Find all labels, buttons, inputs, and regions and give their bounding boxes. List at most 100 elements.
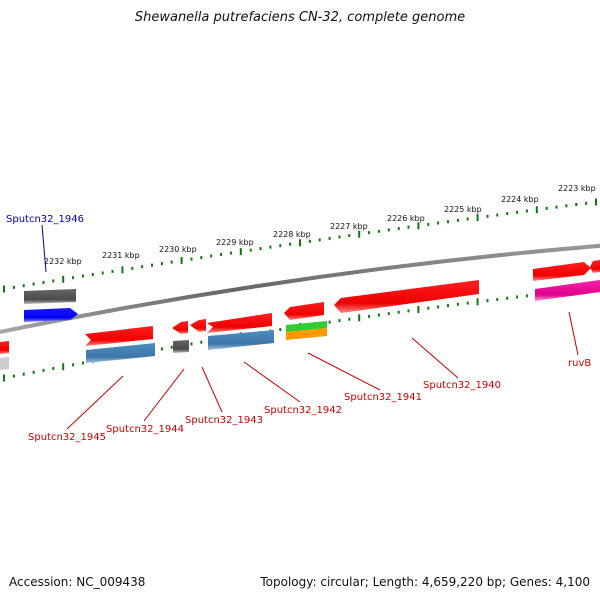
inner-tick: [397, 310, 400, 314]
outer-tick: [91, 273, 94, 276]
inner-tick: [42, 368, 45, 372]
inner-tick: [160, 347, 163, 351]
kbp-label: 2228 kbp: [273, 230, 311, 239]
gene-label-sputcn32-1946[interactable]: Sputcn32_1946: [6, 214, 84, 225]
gene-label-sputcn32-1943[interactable]: Sputcn32_1943: [185, 415, 263, 426]
inner-tick: [358, 314, 361, 322]
gene-sputcn32-1945-red[interactable]: [85, 326, 153, 346]
outer-tick: [407, 225, 410, 229]
outer-tick: [456, 218, 459, 222]
outer-tick: [308, 239, 311, 243]
outer-tick: [555, 205, 558, 209]
gene-sputcn32-1941[interactable]: [286, 328, 327, 340]
gene-forward-gray[interactable]: [24, 289, 76, 304]
inner-tick: [72, 363, 75, 367]
outer-tick: [535, 206, 538, 214]
outer-tick: [377, 229, 380, 233]
outer-tick: [506, 212, 509, 216]
kbp-label: 2227 kbp: [330, 222, 368, 231]
outer-tick: [12, 285, 15, 289]
outer-tick: [289, 242, 292, 246]
outer-tick: [447, 220, 449, 224]
outer-tick: [32, 282, 35, 286]
outer-tick: [338, 235, 341, 239]
gene-label-sputcn32-1941[interactable]: Sputcn32_1941: [344, 392, 422, 403]
inner-tick: [407, 309, 410, 313]
gene-ruvb-forward[interactable]: [533, 262, 591, 281]
inner-tick: [387, 312, 390, 316]
outer-tick: [3, 285, 5, 293]
inner-tick: [506, 296, 509, 300]
inner-tick: [476, 298, 479, 306]
outer-tick: [595, 198, 597, 206]
outer-tick: [437, 221, 440, 225]
outer-tick: [81, 274, 84, 278]
outer-tick: [476, 214, 479, 222]
gene-sputcn32-1946[interactable]: [24, 308, 78, 322]
inner-tick: [447, 304, 449, 308]
inner-tick: [427, 306, 430, 310]
outer-tick: [151, 263, 153, 267]
inner-tick: [348, 317, 351, 321]
outer-tick: [279, 244, 282, 248]
outer-tick: [229, 251, 232, 255]
outer-tick: [210, 254, 213, 258]
inner-tick: [170, 345, 173, 349]
gene-label-sputcn32-1942[interactable]: Sputcn32_1942: [264, 405, 342, 416]
gene-sputcn32-1944-red-b[interactable]: [190, 319, 206, 332]
outer-tick: [239, 248, 242, 256]
outer-tick: [299, 239, 301, 247]
gene-sputcn32-1945[interactable]: [86, 343, 155, 363]
inner-tick: [279, 328, 282, 331]
gene-reverse-edge-red[interactable]: [0, 341, 9, 354]
outer-tick: [200, 256, 203, 260]
outer-tick: [348, 234, 351, 238]
outer-tick: [397, 227, 400, 231]
kbp-label: 2229 kbp: [216, 238, 254, 247]
outer-tick: [427, 222, 430, 226]
outer-tick: [121, 266, 124, 274]
inner-tick: [496, 297, 499, 301]
outer-tick: [131, 266, 134, 270]
kbp-label: 2224 kbp: [501, 195, 539, 204]
gene-sputcn32-1944[interactable]: [173, 340, 189, 353]
gene-label-sputcn32-1945[interactable]: Sputcn32_1945: [28, 432, 106, 443]
gene-sputcn32-1944-red-a[interactable]: [172, 321, 188, 334]
inner-tick: [81, 361, 84, 365]
kbp-label: 2231 kbp: [102, 251, 140, 260]
gene-forward-red-edge[interactable]: [590, 260, 600, 273]
outer-tick: [486, 214, 489, 218]
label-leaders: [41, 224, 579, 430]
gene-reverse-edge-gray[interactable]: [0, 357, 9, 370]
inner-tick: [516, 295, 519, 299]
gene-sputcn32-1942-red[interactable]: [284, 302, 324, 320]
outer-tick: [545, 206, 548, 210]
inner-tick: [200, 340, 203, 344]
inner-tick: [368, 314, 371, 318]
gene-sputcn32-1943-red[interactable]: [207, 313, 272, 333]
outer-tick: [585, 201, 588, 205]
outer-tick: [160, 262, 163, 266]
outer-tick: [72, 276, 75, 280]
inner-tick: [62, 363, 65, 371]
kbp-label: 2230 kbp: [159, 245, 197, 254]
inner-tick: [417, 306, 420, 313]
outer-tick: [358, 230, 361, 238]
gene-label-ruvb[interactable]: ruvB: [568, 358, 591, 369]
outer-tick: [387, 228, 390, 232]
gene-label-sputcn32-1944[interactable]: Sputcn32_1944: [106, 424, 184, 435]
reverse-genes: [0, 280, 600, 370]
outer-tick: [466, 217, 469, 221]
gene-sputcn32-1940[interactable]: [334, 280, 479, 313]
gene-ruvb[interactable]: [535, 280, 600, 301]
gene-labels: Sputcn32_1946 Sputcn32_1945 Sputcn32_194…: [6, 214, 591, 443]
gene-sputcn32-1943[interactable]: [208, 330, 274, 350]
outer-tick: [42, 281, 45, 284]
outer-tick: [101, 271, 104, 275]
kbp-label: 2232 kbp: [44, 257, 82, 266]
gene-sputcn32-1942-green[interactable]: [286, 321, 327, 332]
outer-tick: [170, 260, 173, 264]
gene-label-sputcn32-1940[interactable]: Sputcn32_1940: [423, 380, 501, 391]
inner-tick: [52, 367, 55, 370]
